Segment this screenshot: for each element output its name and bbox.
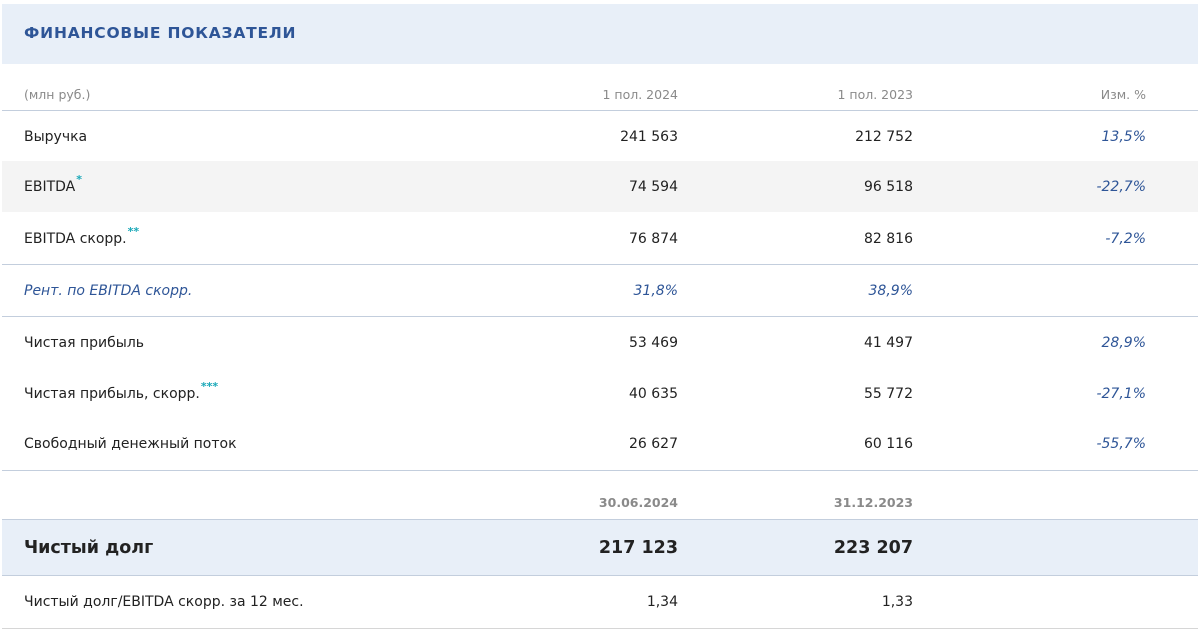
table-row: Выручка 241 563 212 752 13,5% bbox=[2, 111, 1198, 161]
row-value-period-2: 82 816 bbox=[864, 231, 913, 247]
unit-label: (млн руб.) bbox=[24, 87, 91, 102]
row-label-group: EBITDA скорр.** bbox=[24, 225, 139, 247]
row-label: Рент. по EBITDA скорр. bbox=[24, 283, 193, 299]
table-row: EBITDA скорр.** 76 874 82 816 -7,2% bbox=[2, 212, 1198, 264]
row-label: Чистая прибыль, скорр. bbox=[24, 386, 200, 402]
row-value-period-1: 26 627 bbox=[629, 436, 678, 452]
table-row: EBITDA* 74 594 96 518 -22,7% bbox=[2, 161, 1198, 212]
divider bbox=[2, 264, 1198, 265]
row-value-period-1: 241 563 bbox=[620, 129, 678, 145]
row-label-group: Чистая прибыль, скорр.*** bbox=[24, 380, 218, 402]
table-row: Чистая прибыль 53 469 41 497 28,9% bbox=[2, 317, 1198, 368]
ratio-row: Чистый долг/EBITDA скорр. за 12 мес. 1,3… bbox=[2, 576, 1198, 628]
row-value-period-2: 41 497 bbox=[864, 335, 913, 351]
column-head-period-2: 1 пол. 2023 bbox=[837, 87, 914, 102]
row-value-period-2: 38,9% bbox=[868, 283, 913, 299]
row-value-period-1: 76 874 bbox=[629, 231, 678, 247]
row-change: -27,1% bbox=[1096, 386, 1146, 402]
table-row: Свободный денежный поток 26 627 60 116 -… bbox=[2, 419, 1198, 470]
row-value-period-2: 60 116 bbox=[864, 436, 913, 452]
ratio-label: Чистый долг/EBITDA скорр. за 12 мес. bbox=[24, 594, 304, 610]
section-title: ФИНАНСОВЫЕ ПОКАЗАТЕЛИ bbox=[24, 24, 297, 42]
row-change: -7,2% bbox=[1105, 231, 1146, 247]
column-header-row: (млн руб.) 1 пол. 2024 1 пол. 2023 Изм. … bbox=[2, 64, 1198, 110]
divider bbox=[2, 470, 1198, 471]
row-value-period-1: 53 469 bbox=[629, 335, 678, 351]
net-debt-label: Чистый долг bbox=[24, 538, 154, 558]
debt-date-1: 30.06.2024 bbox=[598, 495, 678, 510]
ratio-value-2: 1,33 bbox=[881, 594, 913, 610]
table-row: Рент. по EBITDA скорр. 31,8% 38,9% bbox=[2, 265, 1198, 316]
row-value-period-2: 96 518 bbox=[864, 179, 913, 195]
row-label: EBITDA bbox=[24, 179, 76, 195]
row-value-period-2: 212 752 bbox=[855, 129, 913, 145]
section-header: ФИНАНСОВЫЕ ПОКАЗАТЕЛИ bbox=[2, 4, 1198, 64]
row-label: EBITDA скорр. bbox=[24, 231, 127, 247]
divider bbox=[2, 519, 1198, 520]
bottom-border bbox=[2, 628, 1198, 629]
row-change: -55,7% bbox=[1096, 436, 1146, 452]
debt-date-2: 31.12.2023 bbox=[833, 495, 913, 510]
footnote-marker: ** bbox=[127, 225, 140, 238]
net-debt-value-2: 223 207 bbox=[833, 538, 913, 558]
row-value-period-1: 40 635 bbox=[629, 386, 678, 402]
column-head-change: Изм. % bbox=[1100, 87, 1146, 102]
column-head-period-1: 1 пол. 2024 bbox=[602, 87, 679, 102]
footnote-marker: *** bbox=[200, 380, 219, 393]
debt-date-row: 30.06.2024 31.12.2023 bbox=[2, 471, 1198, 519]
row-label-group: EBITDA* bbox=[24, 173, 82, 195]
row-label: Выручка bbox=[24, 129, 88, 145]
divider bbox=[2, 110, 1198, 111]
footnote-marker: * bbox=[76, 173, 83, 186]
divider bbox=[2, 316, 1198, 317]
row-change: 13,5% bbox=[1101, 129, 1146, 145]
net-debt-row: Чистый долг 217 123 223 207 bbox=[2, 520, 1198, 575]
ratio-value-1: 1,34 bbox=[646, 594, 678, 610]
row-value-period-1: 74 594 bbox=[629, 179, 678, 195]
row-change: 28,9% bbox=[1101, 335, 1146, 351]
row-value-period-2: 55 772 bbox=[864, 386, 913, 402]
row-change: -22,7% bbox=[1096, 179, 1146, 195]
row-label: Свободный денежный поток bbox=[24, 436, 237, 452]
divider bbox=[2, 575, 1198, 576]
table-row: Чистая прибыль, скорр.*** 40 635 55 772 … bbox=[2, 368, 1198, 419]
net-debt-value-1: 217 123 bbox=[598, 538, 678, 558]
row-value-period-1: 31,8% bbox=[633, 283, 678, 299]
row-label: Чистая прибыль bbox=[24, 335, 145, 351]
